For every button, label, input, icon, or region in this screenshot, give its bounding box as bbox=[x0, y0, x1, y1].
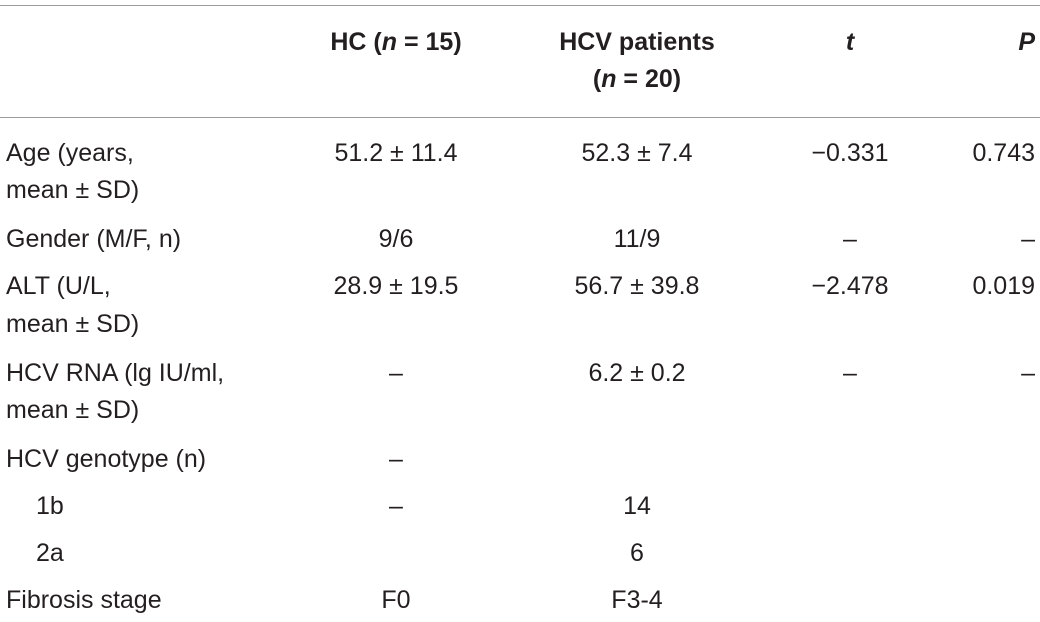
header-hcv-line1: HCV patients bbox=[559, 28, 715, 56]
header-hc-prefix: HC ( bbox=[330, 28, 382, 56]
cell-hc: – bbox=[389, 492, 403, 520]
cell-hcv: 14 bbox=[623, 492, 651, 520]
row-label: Age (years, bbox=[6, 139, 134, 167]
cell-hc: 28.9 ± 19.5 bbox=[333, 272, 459, 300]
row-label: 2a bbox=[36, 539, 64, 567]
cell-t: – bbox=[843, 359, 857, 387]
header-hcv-line2: (n = 20) bbox=[524, 61, 750, 98]
cell-hcv: 52.3 ± 7.4 bbox=[581, 139, 693, 167]
cell-p: – bbox=[1021, 359, 1035, 387]
row-label: 1b bbox=[36, 492, 64, 520]
row-label: HCV RNA (lg IU/ml, bbox=[6, 359, 225, 387]
cell-p: – bbox=[1021, 225, 1035, 253]
row-label-line2: mean ± SD) bbox=[6, 176, 140, 204]
cell-p: 0.743 bbox=[972, 139, 1035, 167]
cell-hc: – bbox=[389, 359, 403, 387]
row-label: Fibrosis stage bbox=[6, 586, 162, 614]
row-label-line2: mean ± SD) bbox=[6, 396, 140, 424]
header-rule bbox=[0, 117, 1040, 118]
cell-t: −2.478 bbox=[811, 272, 889, 300]
header-hc: HC (n = 15) bbox=[268, 24, 524, 61]
cell-hcv: 11/9 bbox=[613, 225, 661, 253]
header-p: P bbox=[1018, 28, 1035, 56]
cell-hc: 9/6 bbox=[378, 225, 414, 253]
cell-hcv: F3-4 bbox=[611, 586, 663, 614]
header-t: t bbox=[845, 28, 855, 56]
row-label: Gender (M/F, n) bbox=[6, 225, 182, 253]
cell-p: 0.019 bbox=[972, 272, 1035, 300]
header-hcv-prefix: ( bbox=[592, 65, 602, 93]
cell-t: −0.331 bbox=[811, 139, 889, 167]
cell-hcv: 56.7 ± 39.8 bbox=[574, 272, 700, 300]
cell-hc: – bbox=[389, 445, 403, 473]
row-label: ALT (U/L, bbox=[6, 272, 111, 300]
top-rule bbox=[0, 5, 1040, 6]
cell-t: – bbox=[843, 225, 857, 253]
header-hc-n: n bbox=[381, 28, 398, 56]
cell-hcv: 6.2 ± 0.2 bbox=[588, 359, 686, 387]
cell-hc: 51.2 ± 11.4 bbox=[334, 139, 458, 167]
cell-hcv: 6 bbox=[630, 539, 644, 567]
header-hc-suffix: = 15) bbox=[397, 28, 462, 56]
header-hcv-suffix: = 20) bbox=[616, 65, 682, 93]
row-label: HCV genotype (n) bbox=[6, 445, 207, 473]
cell-hc: F0 bbox=[381, 586, 411, 614]
header-hcv-n: n bbox=[601, 65, 617, 93]
row-label-line2: mean ± SD) bbox=[6, 310, 140, 338]
